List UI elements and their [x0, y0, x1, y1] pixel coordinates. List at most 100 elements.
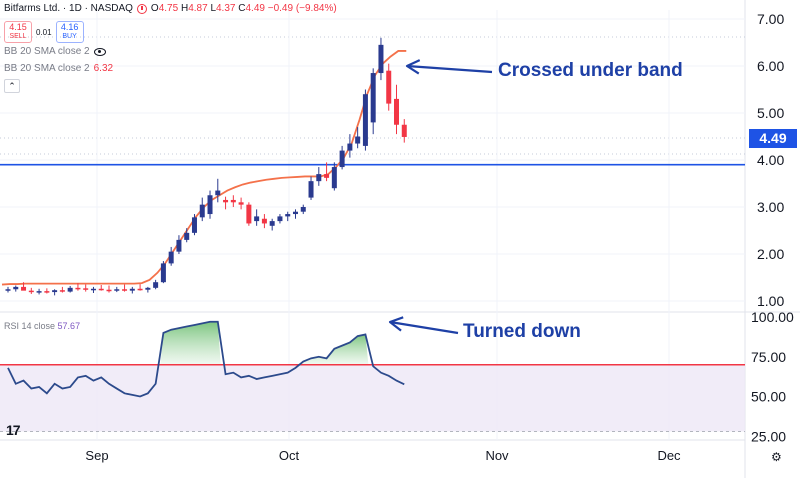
candle [153, 279, 159, 290]
candle-body [401, 124, 407, 137]
candle-body [394, 98, 399, 125]
candle [370, 68, 376, 135]
candle [285, 211, 291, 222]
rsi-legend[interactable]: RSI 14 close 57.67 [4, 321, 80, 331]
candle [137, 284, 143, 291]
price-tick-label: 4.00 [757, 152, 784, 168]
candle-body [176, 239, 182, 252]
candle [386, 63, 392, 111]
candle-body [347, 143, 353, 151]
band-arrow [405, 59, 493, 75]
low-value: 4.37 [216, 3, 236, 14]
candle [254, 209, 260, 226]
candle [90, 286, 96, 294]
high-label: H [180, 3, 189, 14]
candle [184, 228, 190, 243]
candle [324, 162, 330, 182]
candle [223, 196, 229, 210]
bollinger-band [1, 50, 407, 286]
candle-body [292, 211, 298, 215]
bb2-value: 6.32 [93, 63, 114, 74]
candle-body [362, 94, 368, 146]
candle [67, 285, 73, 293]
candle-body [122, 289, 128, 291]
rsi-tick-label: 50.00 [751, 389, 786, 405]
rsi-tick-label: 100.00 [751, 309, 794, 325]
candle-body [21, 286, 27, 291]
candle-body [355, 136, 361, 144]
instrument-title[interactable]: Bitfarms Ltd. · 1D · NASDAQ [4, 3, 133, 14]
candle-body [129, 288, 135, 291]
candle [191, 214, 197, 236]
time-tick-label: Oct [279, 448, 300, 463]
arrow-shaft [389, 320, 459, 335]
candle-body [331, 167, 337, 189]
annotation-band: Crossed under band [498, 60, 683, 81]
candle [355, 127, 361, 149]
candle [83, 284, 89, 292]
candle-body [261, 218, 267, 224]
candle-body [153, 282, 159, 288]
candle [401, 119, 407, 143]
gear-icon[interactable]: ⚙ [771, 450, 782, 464]
candle-body [106, 289, 112, 292]
candle [308, 176, 314, 200]
buy-button[interactable]: 4.16 BUY [55, 21, 84, 43]
collapse-legend-button[interactable]: ⌃ [4, 79, 20, 93]
candle-body [277, 216, 283, 222]
axes: 7.00 6.00 5.00 4.00 3.00 2.00 1.00 Sep Oct Nov Dec… [85, 11, 794, 463]
eye-icon[interactable] [93, 47, 106, 56]
trade-buttons: 4.15 SELL 0.01 4.16 BUY [4, 21, 84, 43]
candle-body [378, 44, 384, 74]
candle-body [324, 174, 330, 178]
flag-icon[interactable] [136, 3, 147, 14]
candle [5, 286, 11, 293]
candle [246, 202, 252, 226]
candle-body [137, 288, 143, 291]
candle-body [199, 204, 205, 218]
rsi-tick-label: 75.00 [751, 349, 786, 365]
candle-body [90, 288, 96, 291]
candle-body [5, 289, 11, 291]
close-label: C [238, 3, 246, 14]
candle [347, 134, 353, 158]
rsi-zone-fill [0, 364, 745, 432]
rsi-value: 57.67 [57, 321, 81, 331]
candle [331, 162, 337, 191]
candle-body [223, 199, 229, 203]
tradingview-logo-icon[interactable]: 17 [6, 422, 21, 438]
candle-body [114, 289, 120, 291]
high-value: 4.87 [188, 3, 208, 14]
rsi-line [7, 320, 405, 398]
candle [36, 288, 42, 295]
candle [28, 287, 34, 294]
sell-price: 4.15 [9, 22, 27, 32]
candle-body [98, 288, 104, 291]
candle-body [59, 290, 65, 292]
candle [394, 84, 399, 135]
candle-body [246, 204, 252, 224]
price-tick-label: 3.00 [757, 199, 784, 215]
price-tick-label: 2.00 [757, 246, 784, 262]
candle-body [215, 190, 221, 196]
candle-body [285, 214, 291, 217]
candle-body [83, 288, 89, 290]
candle [215, 178, 221, 203]
price-tick-label: 6.00 [757, 58, 784, 74]
candle [269, 218, 275, 231]
candle [160, 261, 166, 284]
upper-band-line [1, 50, 407, 286]
candle [300, 204, 306, 215]
rsi-tick-label: 25.00 [751, 428, 786, 444]
candle-body [184, 232, 190, 240]
candle [199, 197, 205, 222]
candle-body [67, 287, 73, 292]
sell-button[interactable]: 4.15 SELL [4, 21, 32, 43]
bb-legend-1[interactable]: BB 20 SMA close 2 [4, 46, 106, 57]
candle [261, 214, 267, 229]
candle [168, 246, 174, 266]
candle-body [168, 251, 174, 264]
ohlc-values: O4.75 H4.87 L4.37 C4.49 −0.49 (−9.84%) [151, 3, 337, 14]
bb-legend-2[interactable]: BB 20 SMA close 2 6.32 [4, 63, 113, 74]
